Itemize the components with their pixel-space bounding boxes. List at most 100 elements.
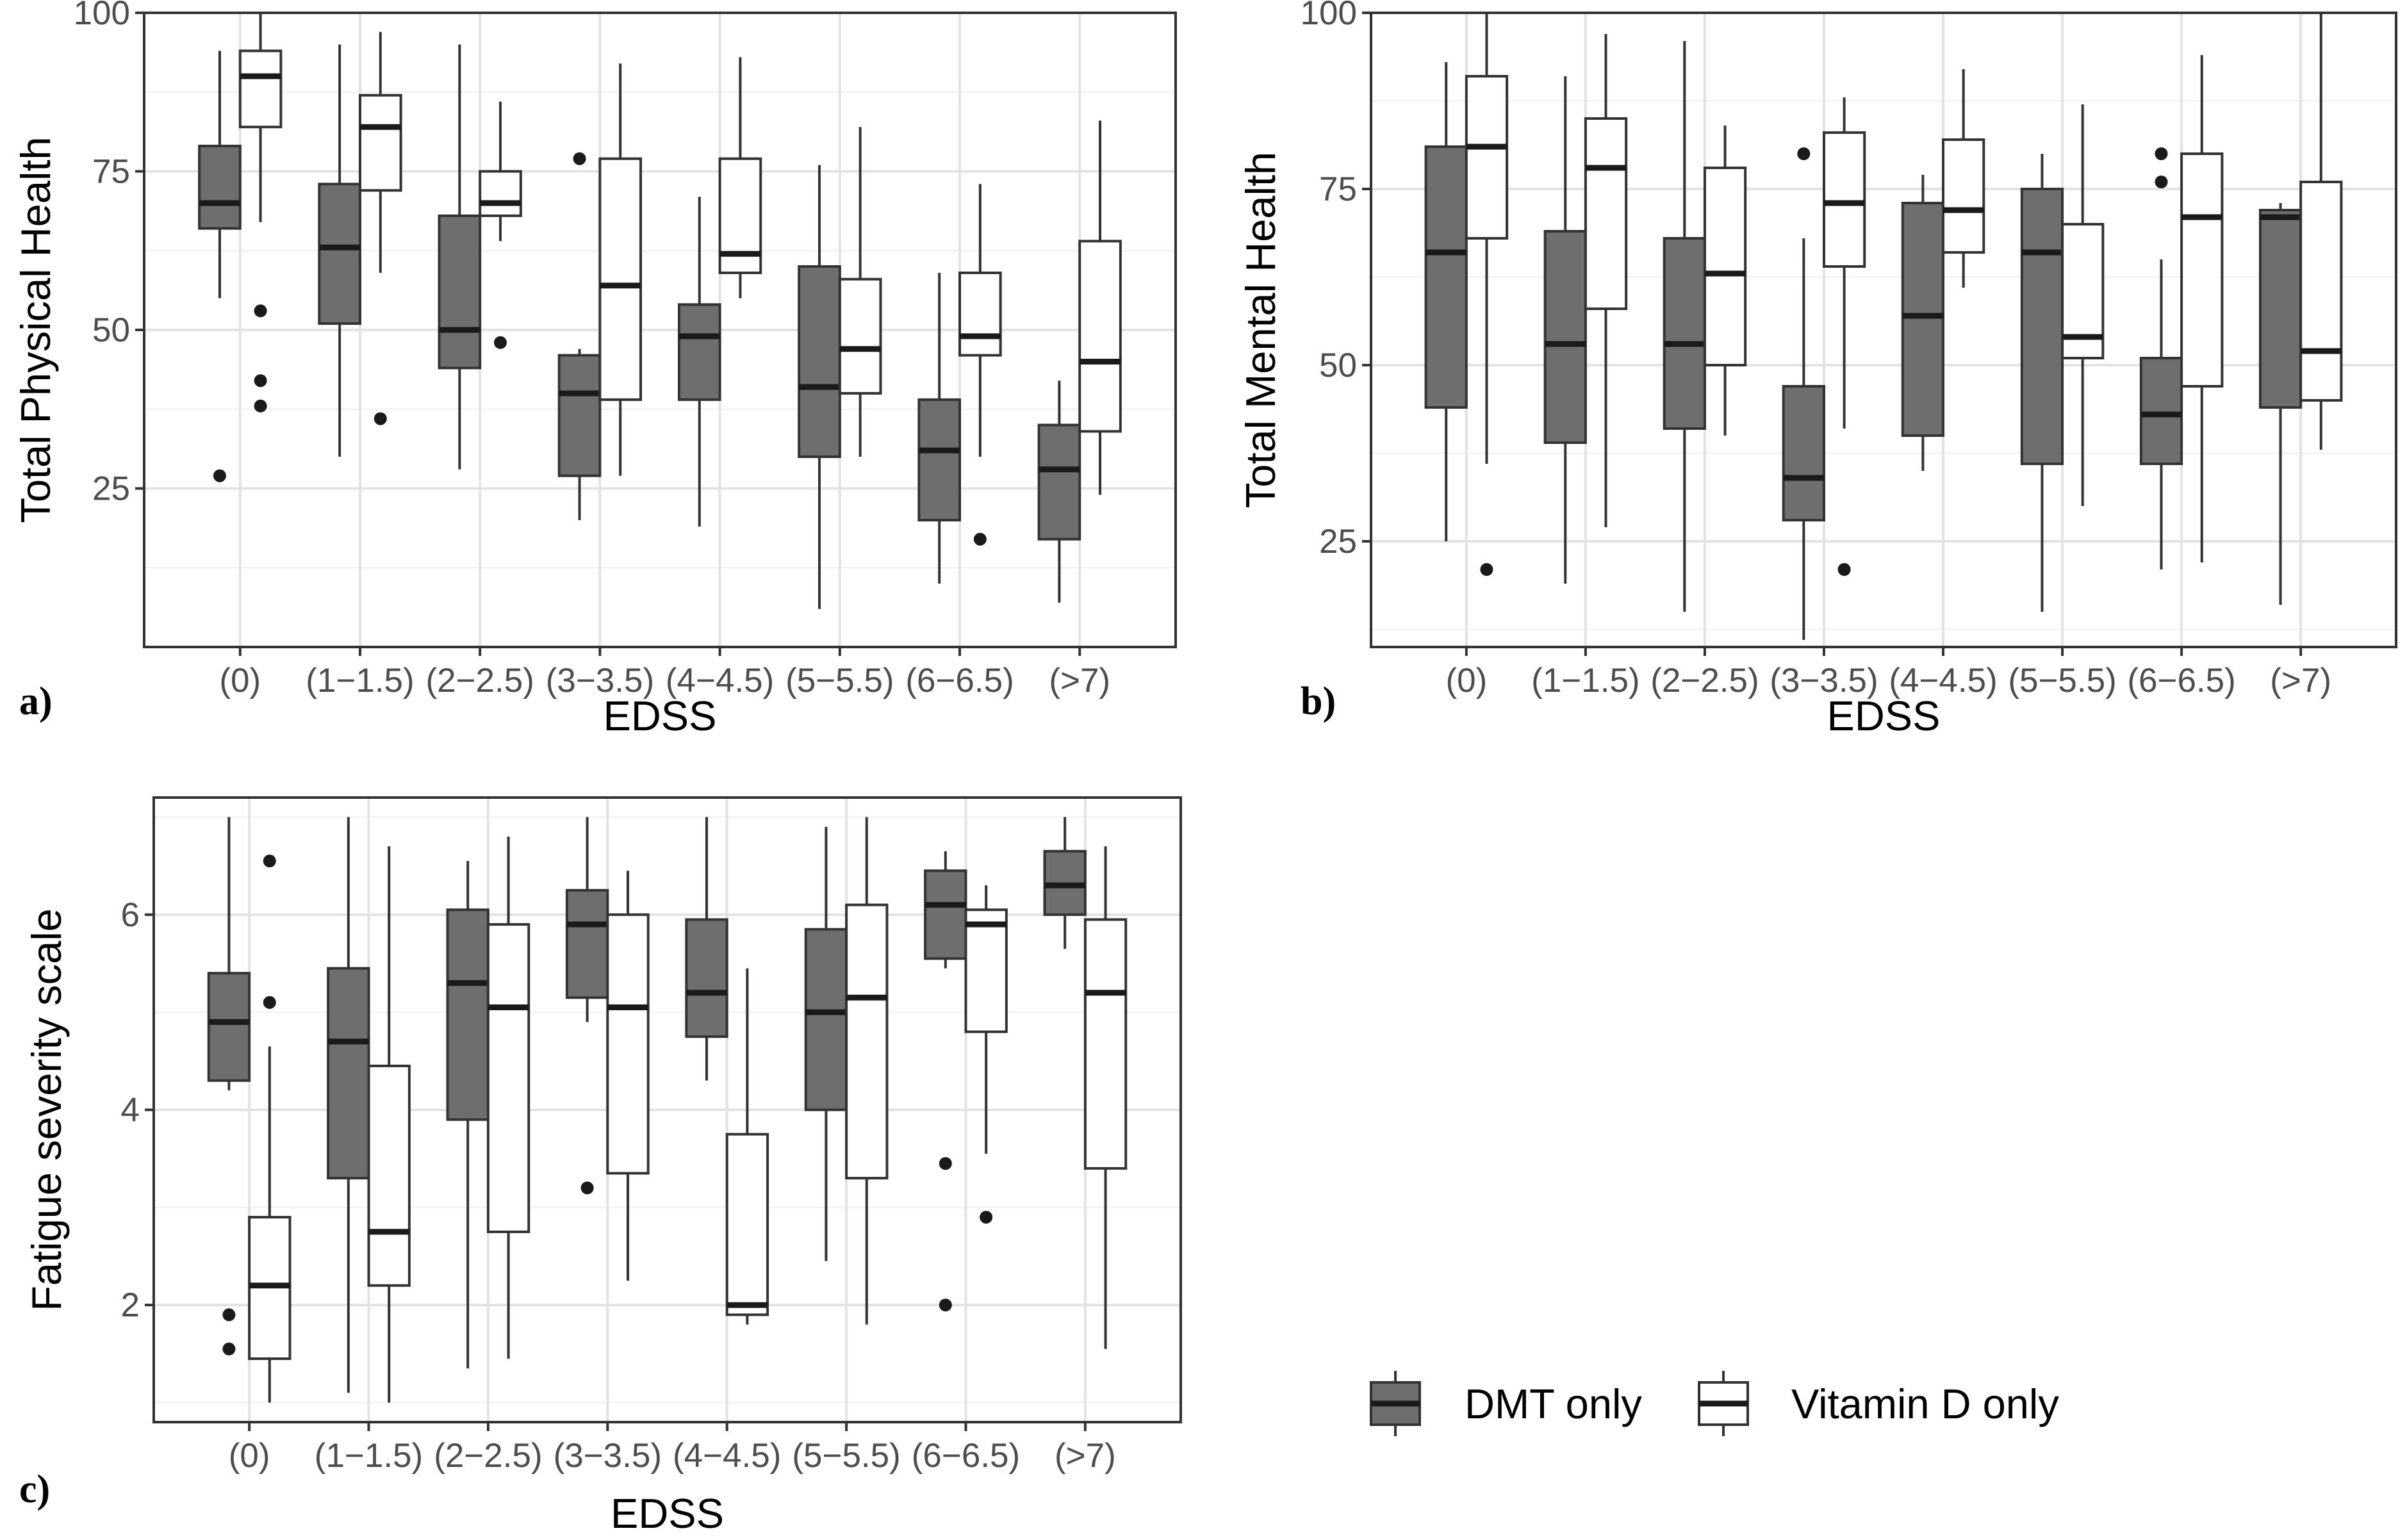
outlier-point	[2155, 176, 2168, 188]
panel-border	[1370, 12, 2397, 648]
box-vitd-6	[958, 184, 1002, 546]
box-iqr	[2180, 152, 2224, 388]
outlier-point	[973, 532, 987, 546]
panel-border	[143, 12, 1177, 648]
box-iqr	[557, 354, 602, 477]
x-tick-label: (>7)	[1049, 662, 1110, 700]
box-iqr	[367, 1064, 411, 1287]
y-tick-label: 25	[1319, 523, 1357, 561]
panel-tag: b)	[1301, 680, 1336, 723]
box-vitd-7	[1083, 846, 1128, 1349]
box-vitd-1	[367, 846, 411, 1403]
outlier-point	[222, 1308, 236, 1322]
box-iqr	[479, 170, 522, 217]
box-vitd-1	[358, 31, 402, 425]
box-iqr	[1424, 145, 1468, 409]
box-iqr	[1822, 131, 1866, 268]
box-iqr	[565, 889, 609, 999]
box-vitd-4	[725, 968, 769, 1325]
box-vitd-0	[1465, 13, 1509, 576]
box-iqr	[1901, 202, 1945, 437]
panel-b: 25 50 75 100 (0) (1−1.5) (2−2.5) (3−3.5) (4−4.5)…	[1237, 0, 2397, 739]
box-dmt-5	[798, 165, 841, 609]
box-iqr	[924, 869, 967, 960]
box-vitd-4	[718, 57, 762, 299]
box-dmt-0	[198, 51, 242, 482]
box-vitd-7	[2299, 13, 2343, 450]
panel-a: 25 50 75 100 (0) (1−1.5) (2−2.5) (3−3.5) (4−4.5)…	[12, 0, 1177, 739]
legend-label-vitd: Vitamin D only	[1791, 1380, 2059, 1427]
box-vitd-7	[1078, 120, 1122, 495]
box-dmt-7	[2258, 203, 2303, 605]
box-iqr	[1037, 423, 1081, 541]
box-iqr	[358, 94, 402, 192]
y-tick-label: 6	[121, 896, 140, 934]
outlier-point	[980, 1211, 993, 1224]
box-dmt-4	[685, 817, 728, 1081]
box-dmt-2	[1663, 41, 1706, 612]
box-iqr	[2299, 181, 2343, 402]
x-tick-label: (2−2.5)	[425, 662, 534, 700]
outlier-point	[263, 855, 276, 868]
y-axis-title: Total Mental Health	[1237, 152, 1284, 508]
outlier-point	[580, 1181, 594, 1195]
y-tick-label: 75	[1319, 170, 1357, 208]
box-dmt-1	[318, 44, 361, 457]
box-vitd-0	[238, 13, 283, 413]
box-iqr	[207, 972, 251, 1082]
box-dmt-3	[1782, 147, 1825, 640]
box-dmt-2	[446, 861, 489, 1369]
box-iqr	[486, 923, 530, 1233]
box-dmt-3	[565, 817, 609, 1195]
x-tick-label: (5−5.5)	[792, 1437, 900, 1475]
y-tick-label: 4	[121, 1092, 140, 1129]
box-iqr	[1584, 117, 1628, 310]
y-tick-label: 75	[92, 153, 130, 191]
box-dmt-4	[1901, 175, 1945, 471]
x-tick-label: (4−4.5)	[1889, 662, 1997, 700]
box-iqr	[598, 157, 643, 401]
x-tick-label: (0)	[219, 662, 261, 700]
outlier-point	[374, 412, 387, 425]
legend: DMT only Vitamin D only	[1370, 1371, 2059, 1436]
panel-tag: a)	[19, 680, 53, 723]
x-tick-label: (1−1.5)	[1531, 662, 1639, 700]
outlier-point	[263, 995, 276, 1009]
box-vitd-5	[845, 817, 889, 1325]
panel-tag: c)	[19, 1468, 50, 1511]
x-tick-label: (>7)	[1055, 1437, 1116, 1475]
box-vitd-1	[1584, 34, 1628, 527]
box-iqr	[1942, 138, 1985, 254]
box-iqr	[1465, 75, 1509, 240]
legend-key-dmt	[1370, 1371, 1421, 1436]
x-axis-title: EDSS	[611, 1490, 724, 1537]
box-iqr	[606, 913, 650, 1175]
x-tick-label: (5−5.5)	[785, 662, 894, 700]
x-tick-label: (2−2.5)	[1650, 662, 1759, 700]
y-axis-title: Total Physical Health	[12, 136, 59, 523]
box-dmt-0	[1424, 62, 1468, 541]
outlier-point	[1797, 147, 1811, 160]
x-tick-label: (6−6.5)	[905, 662, 1014, 700]
box-iqr	[964, 908, 1008, 1033]
box-iqr	[1703, 167, 1747, 366]
box-dmt-5	[2020, 154, 2064, 612]
outlier-point	[573, 152, 586, 165]
box-iqr	[677, 303, 721, 401]
box-iqr	[438, 214, 482, 370]
outlier-point	[939, 1157, 952, 1170]
box-dmt-1	[327, 817, 370, 1393]
box-dmt-3	[557, 152, 602, 520]
y-axis-title: Fatigue severity scale	[23, 908, 70, 1311]
outlier-point	[1837, 563, 1851, 576]
x-tick-label: (3−3.5)	[1770, 662, 1878, 700]
box-iqr	[2020, 188, 2064, 465]
x-tick-label: (3−3.5)	[554, 1437, 662, 1475]
panel-border	[152, 796, 1182, 1423]
box-iqr	[804, 928, 848, 1111]
box-iqr	[238, 49, 283, 129]
x-tick-label: (4−4.5)	[666, 662, 774, 700]
outlier-point	[222, 1342, 236, 1356]
legend-label-dmt: DMT only	[1465, 1380, 1642, 1427]
